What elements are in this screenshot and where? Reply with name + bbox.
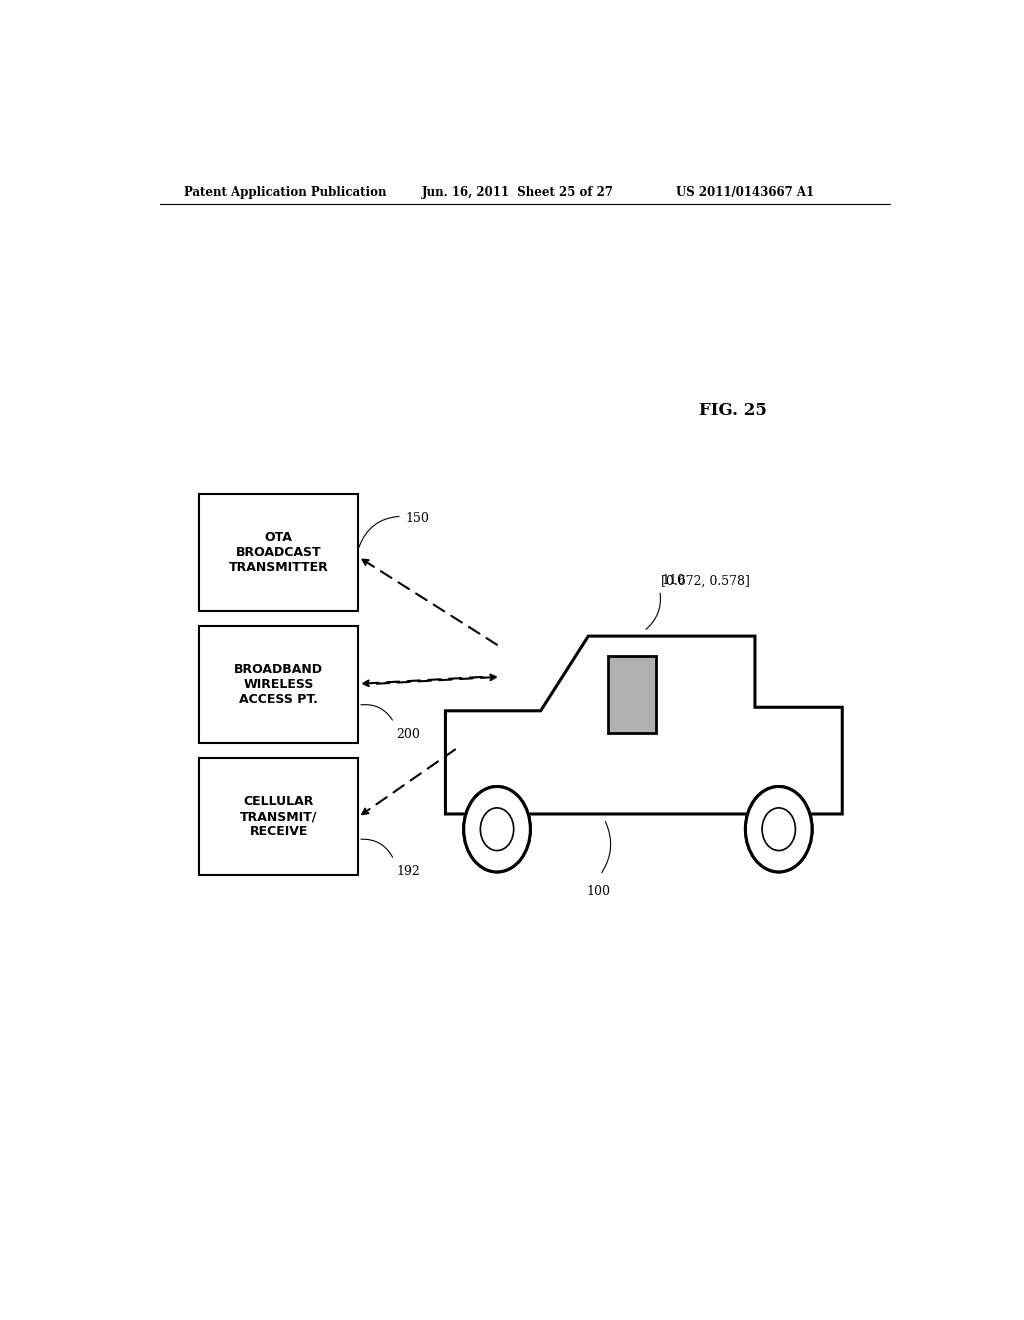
Polygon shape <box>608 656 655 733</box>
Text: [0.672, 0.578]: [0.672, 0.578] <box>662 574 751 587</box>
FancyBboxPatch shape <box>200 626 358 743</box>
Text: US 2011/0143667 A1: US 2011/0143667 A1 <box>676 186 814 199</box>
Text: 150: 150 <box>406 512 430 525</box>
Text: 192: 192 <box>396 865 420 878</box>
Text: 100: 100 <box>587 886 610 898</box>
Text: CELLULAR
TRANSMIT/
RECEIVE: CELLULAR TRANSMIT/ RECEIVE <box>240 795 317 838</box>
Text: OTA
BROADCAST
TRANSMITTER: OTA BROADCAST TRANSMITTER <box>229 531 329 574</box>
Text: Jun. 16, 2011  Sheet 25 of 27: Jun. 16, 2011 Sheet 25 of 27 <box>422 186 613 199</box>
Text: 110: 110 <box>662 574 685 587</box>
FancyBboxPatch shape <box>200 494 358 611</box>
Circle shape <box>480 808 514 850</box>
Circle shape <box>762 808 796 850</box>
Text: 200: 200 <box>396 727 420 741</box>
Text: Patent Application Publication: Patent Application Publication <box>183 186 386 199</box>
Text: BROADBAND
WIRELESS
ACCESS PT.: BROADBAND WIRELESS ACCESS PT. <box>234 663 324 706</box>
Circle shape <box>464 787 530 871</box>
Polygon shape <box>445 636 842 814</box>
Circle shape <box>745 787 812 871</box>
Text: FIG. 25: FIG. 25 <box>699 403 767 420</box>
FancyBboxPatch shape <box>200 758 358 875</box>
